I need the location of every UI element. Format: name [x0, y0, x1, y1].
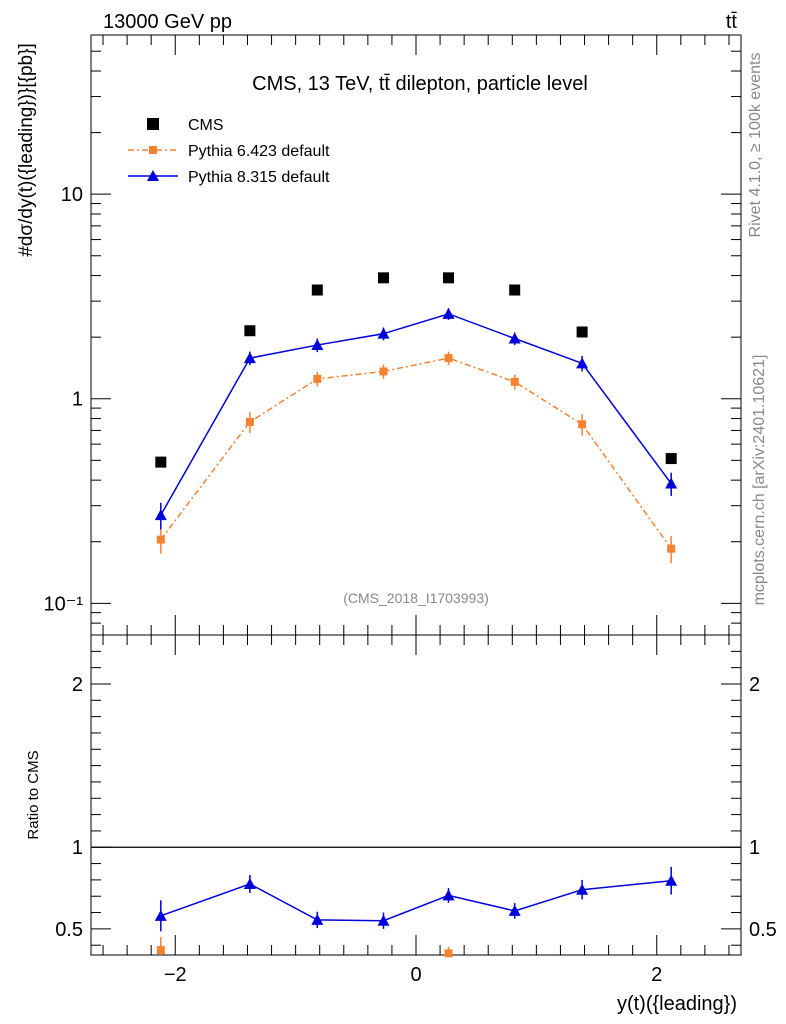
ratio-plot-panel: Ratio to CMS y(t)({leading}) 0.5 0.5 1 1 2 2 −…	[25, 634, 777, 1015]
x-tick-label: −2	[164, 964, 187, 986]
cms-point	[576, 326, 588, 338]
pythia8-point	[243, 352, 256, 364]
pythia6-point	[379, 367, 388, 376]
pythia8-point	[576, 357, 589, 369]
ratio-pythia8-point	[243, 877, 256, 889]
pythia6-point	[156, 535, 165, 544]
ratio-pythia8-point	[442, 889, 455, 901]
cms-point	[509, 284, 521, 296]
legend-pythia8-marker	[147, 170, 159, 181]
main-y-axis-label: #dσ/dy(t)({leading})}[{pb}]	[16, 43, 37, 257]
ratio-pythia6-point	[156, 946, 165, 955]
pythia6-point	[667, 544, 676, 553]
ratio-pythia8-point	[665, 874, 678, 886]
pythia8-point	[508, 332, 521, 344]
rivet-label: Rivet 4.1.0, ≥ 100k events	[747, 53, 764, 238]
ratio-pythia8-point	[311, 913, 324, 925]
ratio-plot-frame	[90, 634, 742, 956]
legend-pythia8-label: Pythia 8.315 default	[188, 169, 330, 186]
ratio-y-tick-label-right: 1	[749, 837, 760, 859]
ratio-y-tick-label: 0.5	[55, 919, 83, 941]
ratio-pythia8-point	[576, 883, 589, 895]
pythia6-point	[245, 417, 254, 426]
main-plot-panel: CMS, 13 TeV, tt̄ dilepton, particle leve…	[16, 34, 742, 636]
cms-point	[443, 272, 454, 284]
ratio-y-tick-label: 2	[72, 674, 83, 696]
main-y-tick-label: 10	[61, 184, 83, 206]
plot-title: CMS, 13 TeV, tt̄ dilepton, particle leve…	[252, 73, 588, 95]
ratio-y-tick-label-right: 0.5	[749, 919, 777, 941]
pythia8-point	[442, 307, 455, 319]
ratio-pythia8-line	[160, 879, 672, 922]
x-tick-label: 0	[410, 964, 421, 986]
pythia6-point	[444, 354, 453, 363]
x-axis-label: y(t)({leading})	[617, 993, 737, 1015]
legend-cms-marker	[147, 118, 159, 130]
analysis-id-annotation: (CMS_2018_I1703993)	[343, 590, 489, 606]
pythia8-point	[665, 477, 678, 489]
cms-point	[311, 284, 323, 296]
legend-cms-label: CMS	[188, 117, 224, 134]
pythia8-point	[377, 327, 390, 339]
pythia8-line	[160, 313, 672, 516]
header-left-label: 13000 GeV pp	[103, 11, 232, 33]
ratio-y-tick-label: 1	[72, 837, 83, 859]
ratio-pythia8-point	[154, 909, 167, 921]
legend-pythia6-marker	[149, 146, 157, 154]
ratio-y-axis-label: Ratio to CMS	[25, 750, 42, 839]
legend-pythia6-label: Pythia 6.423 default	[188, 143, 330, 160]
pythia6-point	[578, 420, 587, 429]
cms-point	[244, 325, 256, 337]
main-y-tick-label: 1	[72, 389, 83, 411]
cms-point	[665, 453, 677, 465]
pythia8-point	[154, 509, 167, 521]
cms-point	[155, 456, 167, 468]
ratio-y-tick-label-right: 2	[749, 674, 760, 696]
ratio-pythia8-point	[508, 904, 521, 916]
cms-point	[378, 272, 389, 284]
pythia8-point	[311, 339, 324, 351]
ratio-pythia8-point	[377, 914, 390, 926]
pythia6-point	[313, 374, 322, 383]
pythia6-line	[160, 357, 672, 550]
x-tick-label: 2	[651, 964, 662, 986]
pythia6-point	[510, 377, 519, 386]
legend: CMS Pythia 6.423 default Pythia 8.315 defa…	[128, 117, 330, 186]
mcplots-label: mcplots.cern.ch [arXiv:2401.10621]	[751, 355, 768, 606]
header-right-label: tt̄	[726, 11, 738, 33]
ratio-pythia6-point	[444, 949, 453, 958]
main-y-tick-label: 10⁻¹	[44, 593, 84, 615]
